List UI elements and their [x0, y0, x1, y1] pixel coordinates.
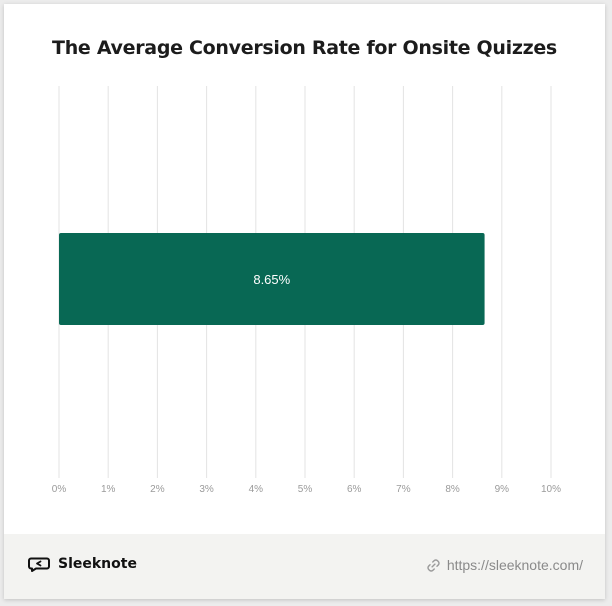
x-tick-label: 0% [52, 484, 67, 495]
brand[interactable]: Sleeknote [28, 556, 137, 572]
x-tick-label: 5% [298, 484, 313, 495]
x-tick-label: 10% [541, 484, 561, 495]
link-icon [427, 558, 440, 572]
x-tick-label: 4% [249, 484, 264, 495]
footer: Sleeknote https://sleeknote.com/ [4, 534, 605, 599]
x-tick-label: 6% [347, 484, 362, 495]
bar-value-label: 8.65% [253, 272, 290, 287]
x-tick-label: 7% [396, 484, 411, 495]
site-url: https://sleeknote.com/ [446, 557, 583, 573]
chart-title: The Average Conversion Rate for Onsite Q… [52, 37, 557, 59]
brand-name: Sleeknote [58, 556, 137, 572]
chart-card: The Average Conversion Rate for Onsite Q… [4, 4, 605, 599]
sleeknote-logo-icon [28, 557, 50, 572]
bar [59, 233, 485, 325]
chart-plot: 8.65% 0% 1% 2% 3% 4% 5% 6% 7% 8% 9% 10% [52, 86, 561, 495]
x-tick-label: 8% [445, 484, 460, 495]
x-tick-label: 3% [199, 484, 214, 495]
x-tick-label: 2% [150, 484, 165, 495]
x-tick-label: 1% [101, 484, 116, 495]
site-link[interactable]: https://sleeknote.com/ [426, 557, 583, 573]
x-tick-label: 9% [495, 484, 510, 495]
